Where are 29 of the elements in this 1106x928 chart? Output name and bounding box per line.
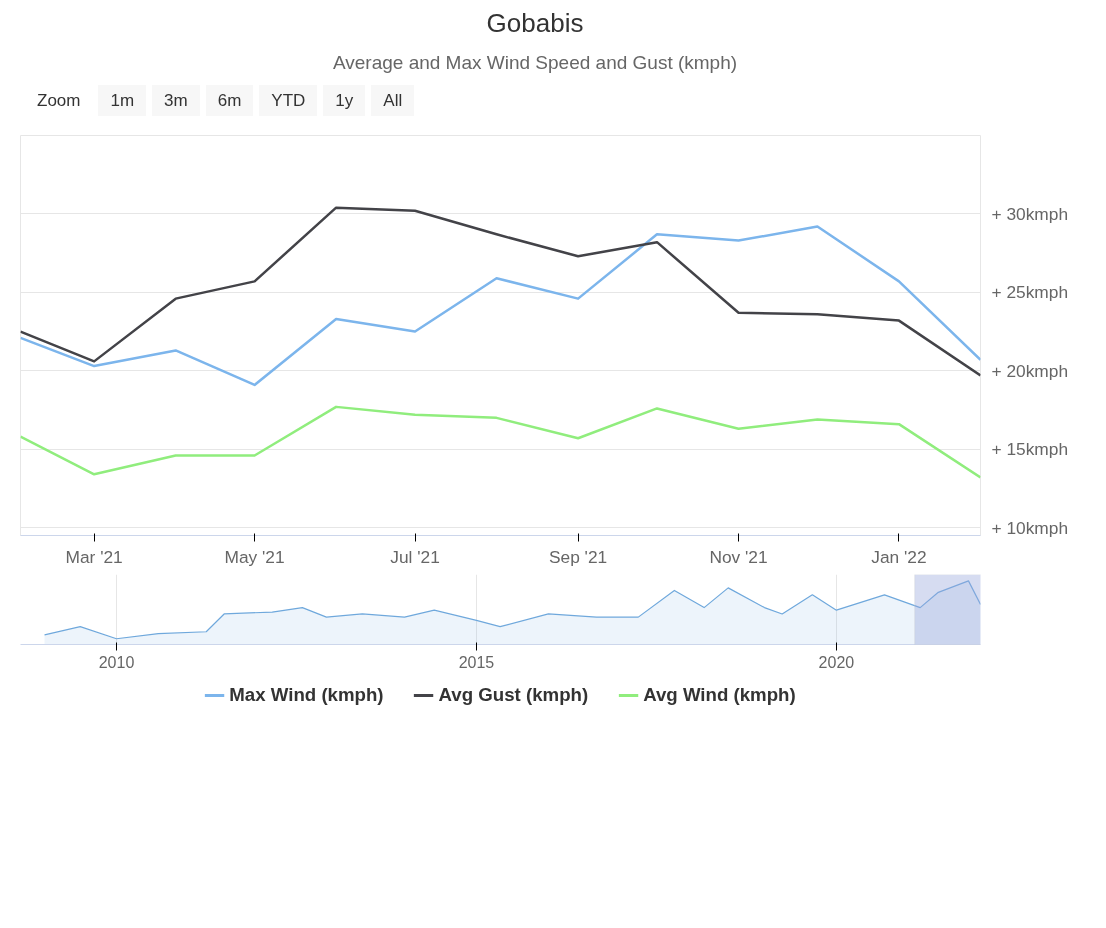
chart-title: Gobabis xyxy=(486,7,584,40)
y-tick-label: + 20kmph xyxy=(991,360,1069,381)
line-series xyxy=(20,206,981,377)
x-tick-label: Mar '21 xyxy=(65,546,123,567)
x-tick-label: Sep '21 xyxy=(548,546,608,567)
text: 3m xyxy=(152,85,200,116)
x-tick-label: Nov '21 xyxy=(709,546,768,567)
x-tick-label: May '21 xyxy=(224,546,285,567)
legend-label: Avg Wind (kmph) xyxy=(643,684,796,706)
text: Zoom xyxy=(36,90,82,112)
x-tick-label: 2015 xyxy=(458,653,495,671)
text: 1m xyxy=(98,85,147,116)
y-tick-label: + 30kmph xyxy=(991,203,1069,224)
chart-subtitle: Average and Max Wind Speed and Gust (kmph) xyxy=(332,51,738,75)
text: YTD xyxy=(259,85,318,116)
text: All xyxy=(371,85,415,116)
x-tick-label: 2010 xyxy=(98,653,135,671)
legend-label: Max Wind (kmph) xyxy=(229,684,384,706)
text: 1y xyxy=(323,85,366,116)
y-tick-label: + 15kmph xyxy=(991,439,1069,460)
x-tick-label: Jul '21 xyxy=(390,546,440,567)
text: 6m xyxy=(205,85,254,116)
line-series xyxy=(20,225,981,387)
x-tick-label: Jan '22 xyxy=(871,546,927,567)
y-tick-label: + 25kmph xyxy=(991,282,1069,303)
y-tick-label: + 10kmph xyxy=(991,517,1069,538)
x-tick-label: 2020 xyxy=(818,653,855,671)
line-series xyxy=(20,405,981,479)
legend-label: Avg Gust (kmph) xyxy=(438,684,589,706)
